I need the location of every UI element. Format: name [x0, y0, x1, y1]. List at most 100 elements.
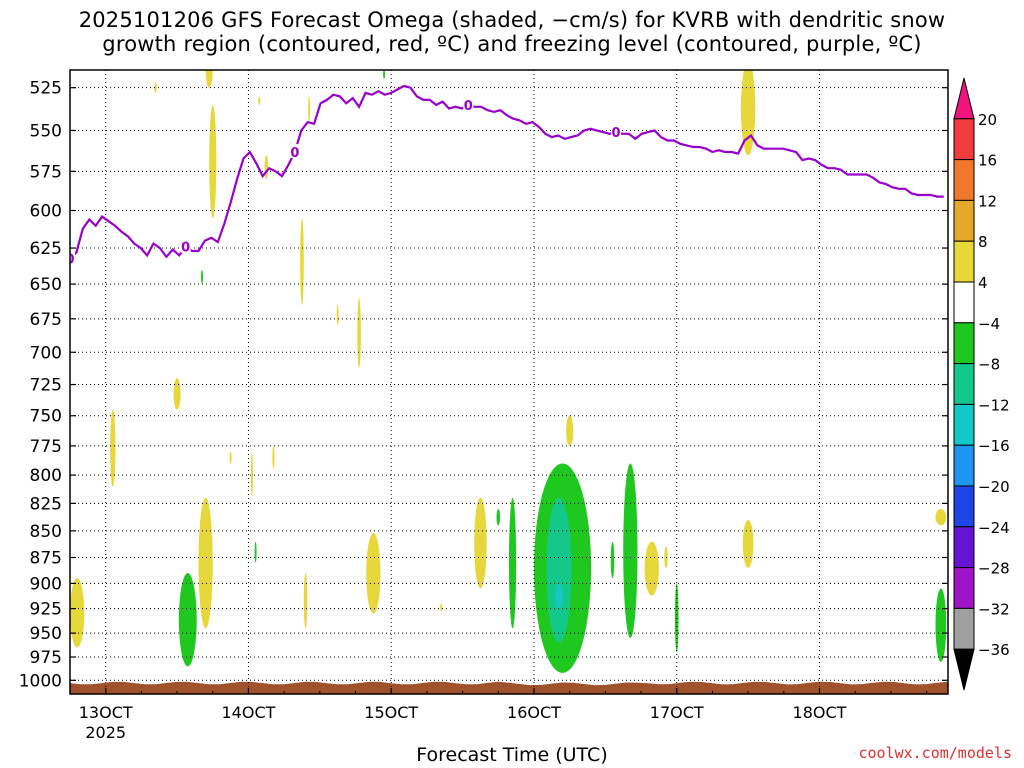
plot-frame [69, 69, 949, 695]
omega-region [264, 155, 269, 180]
omega-region [440, 603, 443, 612]
y-tick-label: 950 [30, 624, 62, 644]
colorbar-bin [953, 118, 975, 161]
grid-lines [70, 70, 948, 694]
y-tick-label: 850 [30, 522, 62, 542]
omega-region [201, 269, 204, 285]
credit-text: coolwx.com/models [858, 744, 1012, 762]
y-tick-label: 625 [30, 239, 62, 259]
omega-region [555, 583, 563, 609]
omega-region [254, 541, 257, 563]
colorbar: 20 16 12 8 4 −4 −8 −12 −16 −20 −24 −28 −32 −36 [953, 77, 1010, 691]
colorbar-bin [953, 363, 975, 405]
omega-region [258, 96, 261, 106]
colorbar-bin [953, 281, 975, 324]
colorbar-bin [953, 199, 975, 242]
colorbar-label: −36 [978, 641, 1010, 659]
y-tick-label: 525 [30, 79, 62, 99]
omega-region [566, 415, 574, 446]
omega-region [610, 541, 615, 579]
colorbar-label: −8 [978, 356, 1000, 374]
omega-region [300, 218, 304, 306]
freezing-label-bg [180, 238, 191, 253]
colorbar-bin [953, 240, 975, 283]
y-tick-label: 825 [30, 494, 62, 514]
colorbar-label: −32 [978, 600, 1010, 618]
omega-region [496, 508, 501, 526]
colorbar-label: 16 [978, 152, 997, 170]
omega-region [366, 532, 381, 614]
omega-region [546, 497, 572, 643]
colorbar-top-triangle [953, 77, 975, 120]
omega-region [178, 573, 197, 667]
y-tick-label: 550 [30, 121, 62, 141]
colorbar-bottom-triangle [953, 648, 975, 691]
omega-region [303, 573, 308, 629]
colorbar-label: 8 [978, 233, 988, 251]
axes: 525 550 575 600 625 650 675 700 725 750 775 800 825 8… [19, 69, 949, 742]
omega-region [229, 451, 232, 464]
y-tick-label: 900 [30, 574, 62, 594]
ground-surface [70, 681, 948, 694]
omega-region [383, 70, 386, 79]
y-tick-label: 1000 [19, 671, 62, 691]
omega-shading [70, 70, 947, 673]
omega-region [357, 298, 361, 368]
colorbar-label: 20 [978, 111, 997, 129]
colorbar-label: 4 [978, 274, 988, 292]
freezing-level-label: 0 [181, 241, 190, 256]
omega-region [336, 305, 339, 326]
omega-region [251, 451, 254, 498]
x-tick-label: 18OCT [793, 703, 847, 722]
colorbar-label: −24 [978, 519, 1010, 537]
chart-title-line-1: 2025101206 GFS Forecast Omega (shaded, −… [78, 8, 946, 32]
x-tick-label: 13OCT [79, 703, 133, 722]
colorbar-bin [953, 444, 975, 487]
omega-region [272, 445, 275, 470]
freezing-level-label: 0 [612, 126, 621, 141]
freezing-label-bg [289, 143, 300, 158]
freezing-label-bg [70, 250, 75, 265]
omega-region [742, 519, 754, 568]
y-tick-label: 975 [30, 648, 62, 668]
y-tick-label: 875 [30, 548, 62, 568]
freezing-level-line [70, 84, 944, 260]
y-tick-label: 800 [30, 466, 62, 486]
omega-region [110, 409, 116, 487]
y-tick-label: 725 [30, 376, 62, 396]
x-tick-label: 14OCT [222, 703, 276, 722]
y-tick-label: 675 [30, 310, 62, 330]
colorbar-bin [953, 485, 975, 528]
colorbar-bin [953, 526, 975, 569]
omega-region [70, 578, 85, 648]
freezing-label-bg [463, 97, 474, 112]
y-tick-label: 600 [30, 201, 62, 221]
x-tick-sublabel: 2025 [85, 723, 126, 742]
colorbar-label: −28 [978, 560, 1010, 578]
y-tick-label: 925 [30, 600, 62, 620]
omega-region [740, 70, 756, 156]
colorbar-bin [953, 607, 975, 650]
x-axis-label: Forecast Time (UTC) [416, 744, 608, 766]
freezing-level-label: 0 [464, 99, 473, 114]
y-tick-label: 700 [30, 343, 62, 363]
colorbar-label: −20 [978, 478, 1010, 496]
colorbar-label: −12 [978, 396, 1010, 414]
omega-region [173, 378, 181, 410]
freezing-level-label: 0 [290, 146, 299, 161]
omega-region [674, 583, 679, 653]
ground-area [70, 681, 948, 694]
colorbar-bin [953, 322, 975, 365]
colorbar-label: −16 [978, 437, 1010, 455]
y-tick-label: 575 [30, 162, 62, 182]
colorbar-bin [953, 159, 975, 201]
omega-region [623, 463, 638, 638]
omega-region [474, 497, 487, 589]
colorbar-bin [953, 567, 975, 609]
y-tick-label: 775 [30, 437, 62, 457]
colorbar-label: −4 [978, 315, 1000, 333]
omega-region [154, 82, 157, 93]
freezing-label-bg [611, 124, 622, 139]
omega-region [209, 105, 217, 219]
